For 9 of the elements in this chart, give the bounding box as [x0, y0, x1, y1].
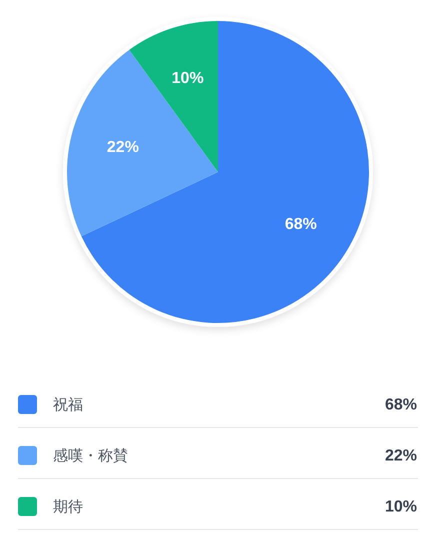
text: 22% [384, 448, 417, 464]
legend-label: 祝福 [53, 396, 83, 414]
data-label: 10% [172, 70, 204, 88]
text: 10% [384, 498, 417, 516]
legend-label: 期待 [53, 498, 83, 516]
data-label: 22% [106, 139, 139, 156]
data-label: 68% [284, 216, 317, 234]
legend-label: 感嘆・称賛 [53, 448, 128, 464]
text: 68% [384, 396, 417, 414]
